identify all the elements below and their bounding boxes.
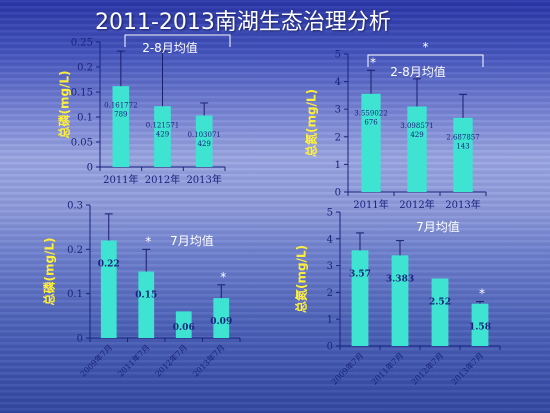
y-tick-label: 5: [327, 208, 333, 219]
y-tick-label: 4: [335, 77, 341, 88]
y-tick-label: 0: [327, 342, 333, 353]
x-tick-label: 2013年7月: [449, 350, 485, 386]
x-tick-label: 2009年7月: [78, 342, 114, 378]
x-tick-label: 2011年: [353, 198, 388, 211]
bar: [112, 86, 130, 167]
y-tick-label: 0: [335, 188, 341, 199]
bar: [471, 303, 489, 346]
bar: [154, 106, 171, 167]
y-tick-label: 3: [335, 105, 341, 116]
data-label: 0.121571: [146, 122, 179, 130]
y-axis-label: 总氮(mg/L): [294, 245, 309, 313]
data-label: 0.103071: [187, 131, 220, 139]
data-label: 2.52: [429, 297, 451, 307]
bar: [138, 271, 155, 338]
bar: [175, 311, 192, 338]
y-tick-label: 0.2: [77, 63, 93, 74]
chart-title: 2-8月均值: [142, 40, 198, 55]
y-tick-label: 0: [87, 163, 93, 174]
x-tick-label: 2012年: [145, 173, 180, 186]
bar: [195, 115, 213, 167]
y-tick-label: 2: [335, 132, 341, 143]
data-label: 429: [197, 140, 210, 148]
bar: [453, 117, 473, 192]
data-label: 0.15: [135, 291, 157, 301]
bar: [351, 250, 369, 346]
y-axis-label: 总磷(mg/L): [42, 237, 57, 305]
y-tick-label: 0.3: [67, 201, 83, 212]
chart-tn-july: 0 1 2 3 4 5 总氮(mg/L) 3.57 2009年7月 3.383 2011年7月 2.5…: [294, 208, 501, 387]
y-tick-label: 0.25: [71, 38, 93, 49]
bar: [361, 93, 381, 192]
x-tick-label: 2012年7月: [153, 342, 189, 378]
data-label: 789: [114, 111, 127, 119]
data-label: 3.57: [349, 269, 371, 279]
data-label: 0.161772: [104, 102, 137, 110]
y-tick-label: 0.1: [67, 289, 83, 300]
x-tick-label: 2013年: [186, 173, 221, 186]
y-tick-label: 0.1: [77, 113, 93, 124]
bar: [213, 298, 230, 338]
bar: [100, 240, 117, 338]
data-label: 429: [156, 131, 169, 139]
significance-marker: *: [220, 270, 226, 284]
data-label: 2.687857: [446, 133, 479, 141]
data-label: 0.06: [173, 323, 195, 333]
x-tick-label: 2013年7月: [190, 342, 226, 378]
bar: [407, 106, 427, 192]
y-tick-label: 0.05: [71, 138, 93, 149]
y-tick-label: 1: [327, 315, 333, 326]
significance-marker: *: [479, 287, 485, 301]
chart-title: 7月均值: [170, 233, 214, 248]
y-tick-label: 0.2: [67, 245, 83, 256]
slide-title: 2011-2013南湖生态治理分析: [95, 10, 391, 35]
y-tick-label: 0.15: [71, 88, 93, 99]
data-label: 143: [456, 142, 469, 150]
x-tick-label: 2012年: [399, 198, 434, 211]
y-tick-label: 4: [327, 234, 333, 245]
x-tick-label: 2011年7月: [369, 350, 405, 386]
bar: [391, 255, 409, 346]
chart-tp-july: 0 0.1 0.2 0.3 总磷(mg/L) 0.22 2009年7月 0.15 * 2011年7…: [42, 201, 241, 379]
y-tick-label: 2: [327, 288, 333, 299]
data-label: 429: [410, 131, 423, 139]
x-tick-label: 2011年: [103, 173, 138, 186]
data-label: 0.22: [98, 259, 120, 269]
data-label: 3.098571: [400, 122, 433, 130]
x-tick-label: 2013年: [445, 198, 480, 211]
significance-marker: *: [145, 234, 151, 248]
significance-marker: *: [370, 55, 376, 69]
x-tick-label: 2011年7月: [115, 342, 151, 378]
y-axis-label: 总磷(mg/L): [57, 70, 72, 138]
data-label: 1.58: [469, 323, 491, 333]
data-label: 3.559022: [354, 109, 387, 117]
chart-title: 2-8月均值: [390, 64, 446, 79]
x-tick-label: 2009年7月: [329, 350, 365, 386]
chart-title: 7月均值: [416, 219, 460, 234]
y-axis-label: 总氮(mg/L): [304, 89, 319, 157]
y-tick-label: 3: [327, 261, 333, 272]
y-tick-label: 5: [335, 50, 341, 61]
group-bracket: [367, 54, 484, 67]
bar: [431, 278, 449, 346]
group-bracket: [124, 34, 231, 47]
x-tick-label: 2012年7月: [409, 350, 445, 386]
data-label: 676: [364, 118, 378, 126]
y-tick-label: 0: [77, 334, 83, 345]
significance-marker: *: [423, 40, 429, 54]
data-label: 0.09: [210, 317, 232, 327]
data-label: 3.383: [386, 274, 414, 284]
y-tick-label: 1: [335, 160, 341, 171]
